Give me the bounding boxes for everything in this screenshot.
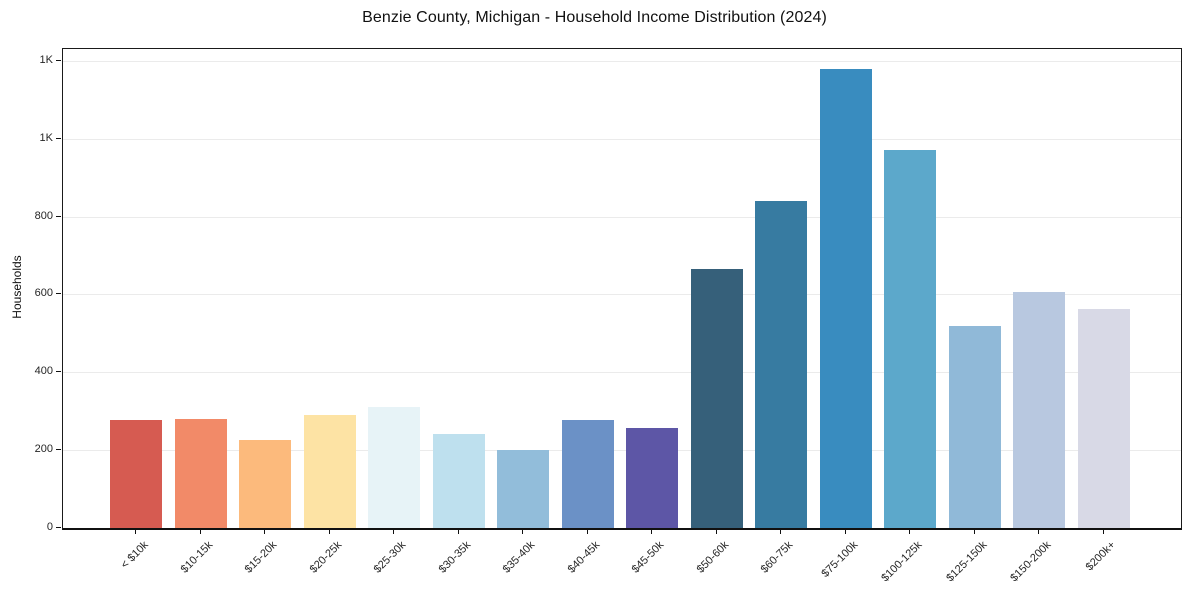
gridline-1K: [63, 61, 1181, 63]
bar-20-25k: [303, 414, 356, 528]
bar-10k: [110, 420, 162, 528]
gridline-600: [63, 294, 1181, 296]
x-tick-label: < $10k: [118, 539, 151, 572]
bar-100-125k: [884, 150, 936, 528]
bar-125-150k: [948, 326, 1001, 528]
y-tick-mark: [56, 293, 61, 295]
x-tick-mark: [199, 529, 201, 534]
bar-25-30k: [368, 407, 420, 528]
bar-45-50k: [626, 428, 678, 528]
bar-40-45k: [561, 420, 614, 528]
y-tick-mark: [56, 448, 61, 450]
bar-50-60k: [690, 269, 743, 528]
y-tick-mark: [56, 526, 61, 528]
x-tick-label: $75-100k: [819, 539, 860, 580]
y-tick-label: 0: [46, 520, 53, 533]
x-tick-label: $15-20k: [242, 539, 280, 576]
y-tick-label: 200: [34, 442, 53, 455]
bar-200k: [1077, 309, 1130, 528]
gridline-1K: [63, 139, 1181, 141]
bar-150-200k: [1013, 291, 1065, 528]
x-tick-mark: [522, 529, 523, 534]
x-tick-label: $125-150k: [943, 539, 989, 585]
plot-area: [62, 48, 1182, 530]
x-tick-label: $40-45k: [565, 539, 602, 576]
x-tick-mark: [457, 529, 459, 534]
x-tick-mark: [586, 529, 588, 534]
y-tick-label: 1K: [39, 54, 53, 67]
x-tick-label: $60-75k: [758, 539, 796, 576]
x-tick-mark: [780, 529, 781, 534]
y-tick-label: 1K: [39, 132, 53, 145]
x-tick-mark: [844, 529, 846, 534]
x-tick-mark: [973, 529, 975, 534]
bar-10-15k: [174, 419, 227, 528]
x-tick-label: $25-30k: [371, 539, 409, 576]
x-tick-label: $50-60k: [694, 539, 731, 576]
y-tick-mark: [56, 60, 61, 62]
x-tick-label: $30-35k: [436, 539, 473, 576]
gridline-200: [63, 449, 1181, 451]
x-tick-mark: [135, 529, 136, 534]
x-tick-mark: [1102, 529, 1104, 534]
y-tick-label: 600: [34, 287, 53, 300]
gridline-800: [63, 216, 1181, 218]
y-tick-label: 400: [34, 365, 53, 378]
x-tick-label: $45-50k: [629, 539, 667, 576]
y-axis-label-text: Households: [10, 255, 24, 319]
bar-60-75k: [755, 200, 807, 528]
bar-30-35k: [432, 434, 485, 528]
x-tick-mark: [909, 529, 910, 534]
x-tick-label: $20-25k: [307, 539, 344, 576]
x-tick-mark: [1038, 529, 1039, 534]
x-tick-label: $150-200k: [1008, 539, 1054, 585]
chart-title: Benzie County, Michigan - Household Inco…: [362, 9, 827, 26]
y-tick-mark: [56, 371, 61, 373]
y-tick-mark: [56, 138, 61, 140]
x-tick-label: $10-15k: [178, 539, 215, 576]
x-tick-mark: [651, 529, 652, 534]
x-tick-mark: [328, 529, 330, 534]
y-tick-mark: [56, 215, 61, 217]
x-tick-label: $100-125k: [879, 539, 925, 585]
bar-75-100k: [819, 69, 872, 528]
x-tick-mark: [393, 529, 394, 534]
x-tick-label: $35-40k: [500, 539, 538, 576]
y-tick-label: 800: [34, 209, 53, 222]
bar-35-40k: [497, 449, 549, 528]
gridline-400: [63, 372, 1181, 374]
bar-15-20k: [239, 440, 291, 528]
x-tick-label: $200k+: [1083, 539, 1118, 574]
x-tick-mark: [264, 529, 265, 534]
x-tick-mark: [715, 529, 717, 534]
